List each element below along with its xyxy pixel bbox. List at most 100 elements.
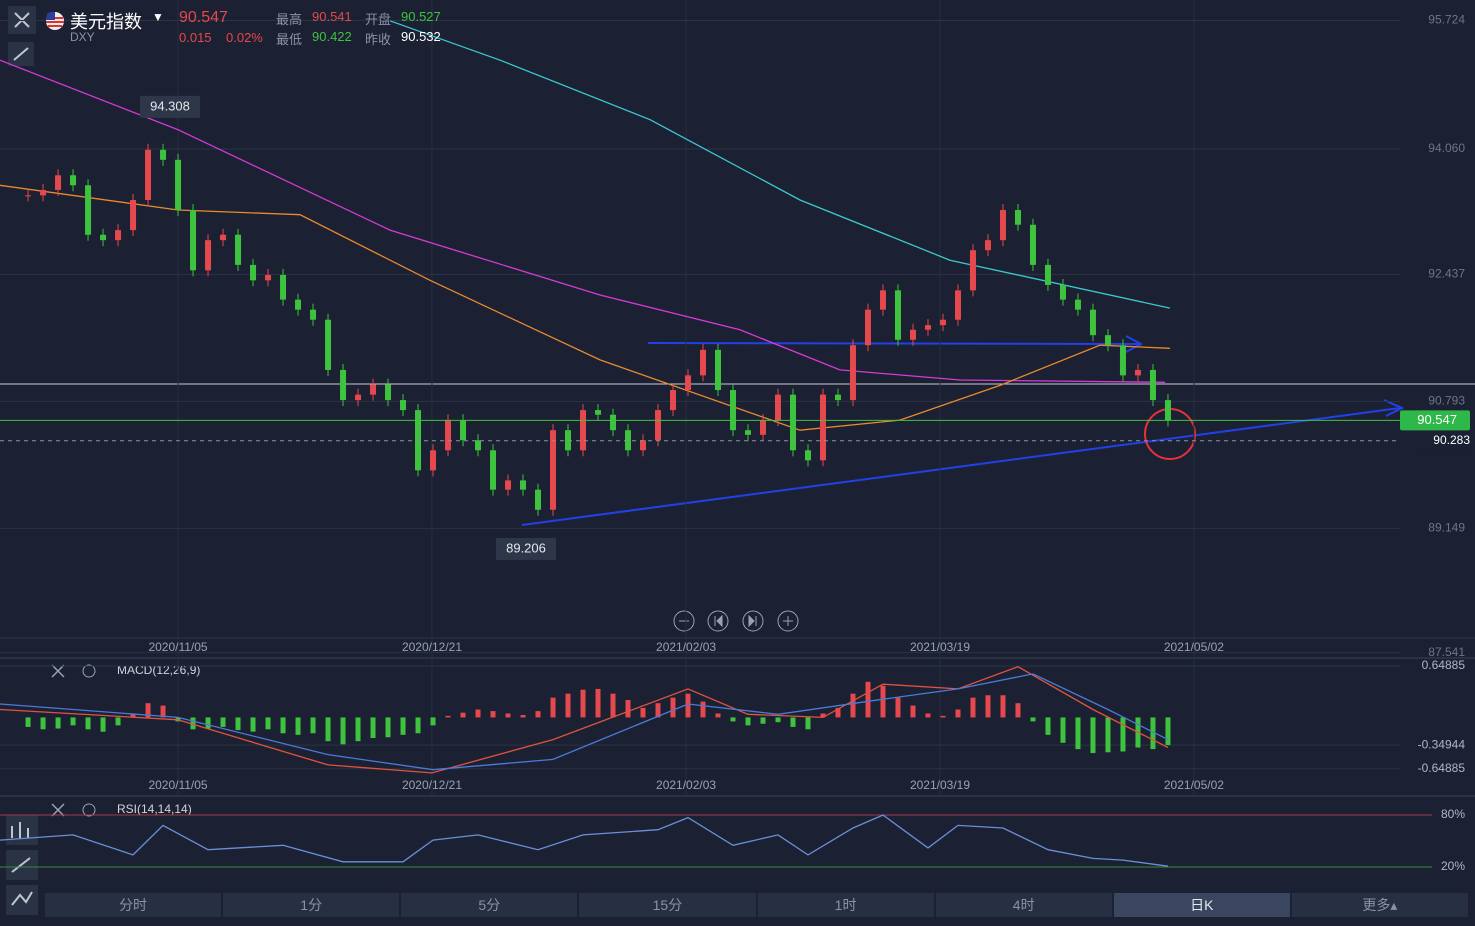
- candle: [235, 234, 242, 265]
- stat-label: 最高: [276, 12, 303, 27]
- candle: [340, 369, 347, 401]
- candle: [939, 319, 946, 326]
- candle: [25, 195, 32, 197]
- candle: [1164, 400, 1171, 421]
- icon: [11, 822, 33, 906]
- indicator-line: [389, 20, 1171, 309]
- candle: [640, 440, 647, 451]
- candle: [1029, 224, 1036, 265]
- settings-icon[interactable]: [82, 664, 96, 678]
- candle: [625, 430, 632, 451]
- candle: [475, 440, 482, 451]
- macd-bar: [1060, 717, 1066, 743]
- macd-bar: [400, 717, 406, 735]
- macd-bar: [115, 717, 121, 726]
- zoom-in-button[interactable]: [777, 610, 799, 632]
- candle: [699, 349, 706, 376]
- candle: [205, 240, 212, 271]
- macd-bar: [655, 703, 661, 718]
- y-tick-label: 87.541: [1428, 645, 1465, 659]
- candle: [175, 159, 182, 211]
- candle: [744, 430, 751, 435]
- macd-bar: [25, 717, 31, 727]
- candle: [685, 375, 692, 391]
- macd-bar: [985, 695, 991, 718]
- candle: [295, 299, 302, 310]
- macd-bar: [520, 715, 526, 718]
- prev-button[interactable]: [707, 610, 729, 632]
- settings-icon[interactable]: [82, 803, 96, 817]
- y-tick-label: -0.64885: [1418, 761, 1466, 775]
- macd-bar: [910, 705, 916, 718]
- candle: [610, 414, 617, 431]
- candle: [999, 210, 1006, 241]
- candle: [879, 290, 886, 310]
- x-tick-label: 2020/11/05: [148, 640, 207, 654]
- instrument-name[interactable]: 美元指数: [70, 12, 142, 32]
- macd-bar: [745, 717, 751, 726]
- extreme-label-box: [496, 537, 556, 560]
- dropdown-icon[interactable]: ▼: [152, 10, 164, 24]
- macd-bar: [955, 709, 961, 718]
- macd-bar: [970, 697, 976, 718]
- macd-bar: [325, 717, 331, 742]
- alert-tag-label: 90.283: [1433, 433, 1470, 447]
- candle: [505, 480, 512, 490]
- macd-bar: [310, 717, 316, 734]
- candle: [1119, 345, 1126, 376]
- arrow-head: [1125, 335, 1144, 353]
- candle: [160, 149, 167, 160]
- candle: [580, 410, 587, 451]
- candle: [100, 234, 107, 241]
- macd-bar: [55, 717, 61, 729]
- flag-icon: [46, 11, 64, 30]
- macd-bar: [835, 707, 841, 718]
- macd-bar: [685, 693, 691, 718]
- x-tick-label: 2021/05/02: [1164, 640, 1224, 654]
- macd-bar: [340, 717, 346, 745]
- stat-label: 昨收: [365, 32, 392, 47]
- macd-bar: [640, 707, 646, 718]
- candle: [385, 384, 392, 401]
- macd-bar: [820, 713, 826, 718]
- candle: [1134, 369, 1141, 376]
- macd-bar: [100, 717, 106, 732]
- x-tick-label: 2021/05/02: [1164, 778, 1224, 792]
- extreme-label: 89.206: [506, 540, 546, 555]
- macd-bar: [85, 717, 91, 730]
- side-tool[interactable]: [6, 815, 38, 845]
- icon: [13, 47, 29, 61]
- macd-bar: [850, 693, 856, 718]
- price-tag: [1400, 410, 1470, 431]
- y-tick-label: 20%: [1441, 859, 1465, 873]
- side-tool[interactable]: [6, 885, 38, 915]
- x-tick-label: 2021/03/19: [910, 640, 970, 654]
- macd-bar: [295, 717, 301, 735]
- price: 90.547: [179, 9, 228, 26]
- macd-bar: [235, 717, 241, 731]
- candle: [460, 420, 467, 441]
- zoom-out-button[interactable]: [673, 610, 695, 632]
- macd-bar: [565, 693, 571, 718]
- macd-bar: [880, 685, 886, 718]
- candle: [1089, 309, 1096, 336]
- candle: [774, 394, 781, 421]
- close-indicator[interactable]: [51, 664, 65, 678]
- macd-bar: [190, 717, 196, 730]
- macd-bar: [490, 711, 496, 718]
- candle: [969, 250, 976, 291]
- macd-bar: [610, 693, 616, 718]
- macd-bar: [475, 709, 481, 718]
- candle: [1059, 284, 1066, 300]
- indicator-line: [0, 665, 1169, 774]
- candle: [535, 489, 542, 510]
- candle: [864, 309, 871, 346]
- indicator-line: [0, 184, 1170, 431]
- candle: [370, 384, 377, 395]
- macd-bar: [1030, 717, 1036, 722]
- close-indicator[interactable]: [51, 803, 65, 817]
- macd-bar: [625, 700, 631, 718]
- candle: [550, 430, 557, 510]
- next-button[interactable]: [742, 610, 764, 632]
